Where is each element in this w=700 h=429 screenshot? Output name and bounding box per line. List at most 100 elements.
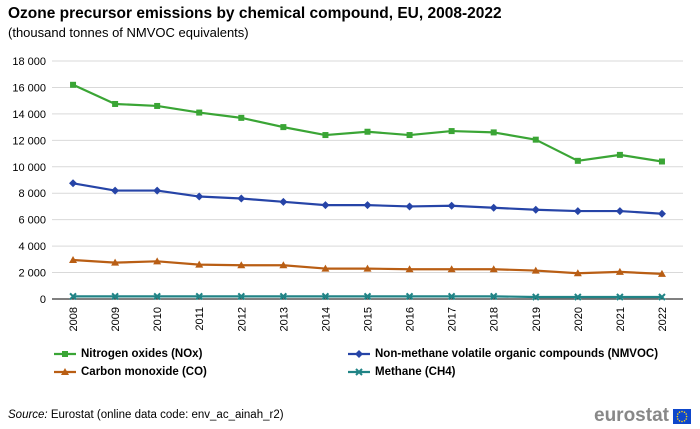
data-point [489, 265, 498, 273]
data-point [322, 132, 329, 139]
data-point [279, 197, 288, 206]
legend-label: Nitrogen oxides (NOx) [81, 348, 203, 360]
data-point [69, 179, 78, 188]
x-tick-label: 2021 [615, 307, 627, 331]
data-point [279, 261, 288, 269]
data-point [615, 267, 624, 275]
data-point [321, 264, 330, 272]
y-tick-label: 2 000 [18, 268, 46, 280]
chart-title: Ozone precursor emissions by chemical co… [8, 5, 502, 22]
data-point [363, 201, 372, 210]
data-point [657, 209, 666, 218]
data-point [489, 203, 498, 212]
data-point [153, 292, 161, 301]
data-point [532, 136, 539, 143]
legend-item-ch4: Methane (CH4) [348, 366, 456, 378]
chart-subtitle: (thousand tonnes of NMVOC equivalents) [8, 25, 249, 40]
source-note: Source: Eurostat (online data code: env_… [8, 409, 284, 421]
source-label: Source: [8, 409, 48, 421]
legend-marker-triangle-icon [54, 368, 76, 375]
data-point [69, 255, 78, 263]
data-point [196, 109, 203, 116]
x-tick-label: 2018 [489, 307, 501, 331]
data-point [447, 292, 456, 301]
data-point [406, 132, 413, 139]
data-point [69, 292, 77, 301]
data-point [658, 158, 665, 165]
data-point [321, 292, 330, 301]
x-tick-label: 2020 [573, 307, 585, 331]
data-point [237, 194, 246, 203]
data-point [573, 207, 582, 216]
legend-marker-x-icon [348, 368, 370, 376]
data-point [447, 201, 456, 210]
data-point [616, 151, 623, 158]
data-point [615, 207, 624, 216]
brand-wordmark: eurostat [594, 405, 669, 426]
y-tick-label: 4 000 [18, 241, 46, 253]
y-tick-label: 14 000 [12, 109, 46, 121]
x-tick-label: 2019 [531, 307, 543, 331]
data-point [363, 292, 372, 301]
eu-flag-icon [672, 408, 691, 424]
data-point [658, 293, 666, 301]
legend-label: Methane (CH4) [375, 366, 456, 378]
legend-marker-square-icon [54, 351, 76, 357]
line-chart: 0 2 000 4 000 6 000 8 000 10 000 12 000 14 000 1… [12, 56, 683, 331]
data-point [532, 293, 540, 301]
data-point [111, 186, 120, 195]
data-point [489, 292, 498, 301]
data-point [279, 292, 288, 301]
data-point [447, 265, 456, 273]
data-point [616, 293, 624, 301]
x-tick-label: 2011 [194, 307, 206, 331]
y-tick-label: 10 000 [12, 162, 46, 174]
data-point [448, 128, 455, 135]
data-point [531, 205, 540, 214]
x-tick-label: 2008 [68, 307, 80, 331]
data-point [364, 128, 371, 135]
data-point [490, 129, 497, 136]
data-point [574, 157, 581, 164]
y-tick-label: 8 000 [18, 188, 46, 200]
legend-marker-diamond-icon [348, 350, 370, 358]
data-point [531, 266, 540, 274]
data-point [111, 292, 119, 301]
x-tick-label: 2022 [657, 307, 669, 331]
data-point [280, 124, 287, 131]
data-point [195, 292, 203, 301]
data-point [405, 292, 414, 301]
data-point [237, 292, 246, 301]
data-point [70, 81, 77, 88]
y-tick-label: 12 000 [12, 135, 46, 147]
data-point [112, 100, 119, 107]
x-tick-label: 2014 [320, 307, 332, 331]
y-tick-label: 0 [40, 294, 46, 306]
x-tick-label: 2013 [278, 307, 290, 331]
legend-item-co: Carbon monoxide (CO) [54, 366, 207, 378]
data-point [154, 102, 161, 109]
source-text: Eurostat (online data code: env_ac_ainah… [47, 409, 284, 421]
legend-item-nmvoc: Non-methane volatile organic compounds (… [348, 348, 658, 360]
x-tick-label: 2016 [405, 307, 417, 331]
data-point [405, 265, 414, 273]
data-point [574, 293, 582, 301]
data-point [657, 269, 666, 277]
data-point [321, 201, 330, 210]
x-tick-label: 2012 [236, 307, 248, 331]
eurostat-logo: eurostat [594, 405, 691, 427]
legend-label: Carbon monoxide (CO) [81, 366, 207, 378]
data-point [238, 114, 245, 121]
data-point [195, 260, 204, 268]
x-tick-label: 2009 [110, 307, 122, 331]
data-point [573, 269, 582, 277]
data-point [405, 202, 414, 211]
data-point [363, 264, 372, 272]
y-tick-label: 18 000 [12, 56, 46, 68]
data-point [237, 261, 246, 269]
data-point [195, 192, 204, 201]
x-tick-label: 2010 [152, 307, 164, 331]
data-point [153, 257, 162, 265]
legend-item-nox: Nitrogen oxides (NOx) [54, 348, 202, 360]
series-line [72, 182, 663, 215]
